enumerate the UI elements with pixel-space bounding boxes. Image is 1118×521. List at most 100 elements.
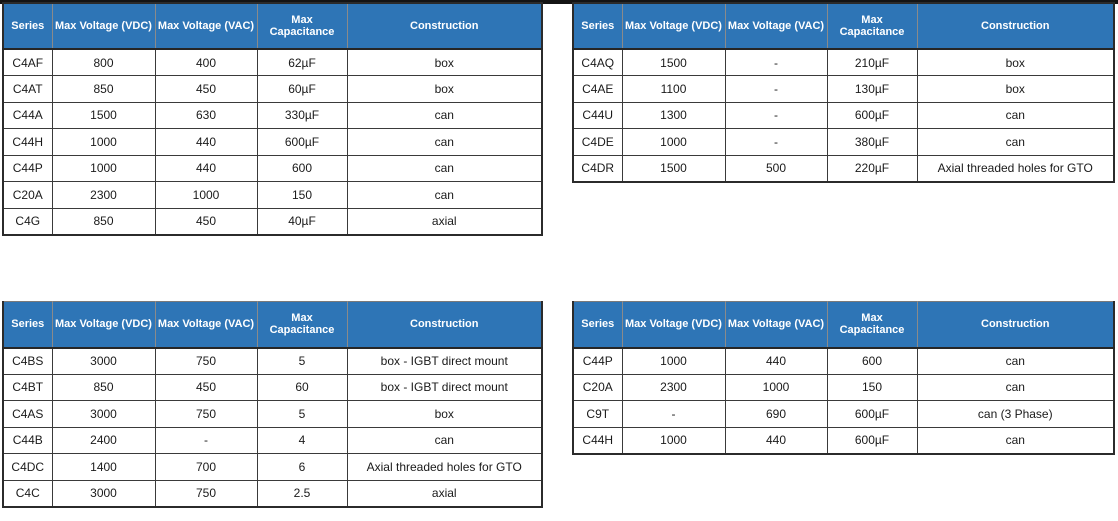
table-cell: 1300 — [621, 101, 726, 129]
table-cell: 440 — [724, 426, 828, 454]
table-row: C44P 1000 440 600 can — [572, 347, 1115, 375]
table-cell: C44H — [572, 426, 623, 454]
table-cell: axial — [346, 479, 543, 507]
column-header: Max Voltage (VAC) — [154, 301, 258, 349]
column-header: Max Capacitance — [826, 3, 918, 50]
column-header: Series — [2, 3, 53, 50]
table-cell: 440 — [724, 347, 828, 375]
table-cell: C44A — [2, 101, 53, 129]
column-header: Construction — [346, 3, 543, 50]
capacitor-table-top-right: Series Max Voltage (VDC) Max Voltage (VAC)… — [572, 2, 1115, 183]
table-row: C4AS 3000 750 5 box — [2, 400, 543, 428]
table-cell: box — [916, 48, 1115, 76]
table-cell: C4BS — [2, 347, 53, 375]
table-cell: C4C — [2, 479, 53, 507]
table-cell: C4AS — [2, 400, 53, 428]
table-cell: 2300 — [51, 181, 156, 209]
table-row: C20A 2300 1000 150 can — [572, 373, 1115, 401]
table-cell: - — [621, 400, 726, 428]
column-header: Series — [572, 3, 623, 50]
table-cell: 450 — [154, 373, 258, 401]
table-container-top-right: Series Max Voltage (VDC) Max Voltage (VAC)… — [572, 2, 1115, 183]
top-border-line — [0, 0, 1118, 4]
table-cell: 630 — [154, 101, 258, 129]
table-cell: 750 — [154, 479, 258, 507]
table-row: C44B 2400-4 can — [2, 426, 543, 454]
table-cell: 1500 — [51, 101, 156, 129]
table-cell: 130µF — [826, 75, 918, 103]
table-cell: C4DE — [572, 128, 623, 156]
table-cell: C4BT — [2, 373, 53, 401]
table-row: C44P 1000 440 600 can — [2, 154, 543, 182]
table-cell: 400 — [154, 48, 258, 76]
column-header: Construction — [346, 301, 543, 349]
table-row: C44U 1300-600µF can — [572, 101, 1115, 129]
table-row: C4DE 1000-380µF can — [572, 128, 1115, 156]
table-row: C4BT 850 450 60 box - IGBT direct mount — [2, 373, 543, 401]
table-cell: 1000 — [154, 181, 258, 209]
table-cell: 600µF — [256, 128, 348, 156]
table-cell: 2.5 — [256, 479, 348, 507]
table-cell: 750 — [154, 347, 258, 375]
table-cell: can — [916, 128, 1115, 156]
table-container-bottom-right: Series Max Voltage (VDC) Max Voltage (VAC)… — [572, 301, 1115, 455]
table-cell: C44U — [572, 101, 623, 129]
column-header: Max Voltage (VDC) — [621, 301, 726, 349]
table-row: C20A 2300 1000 150 can — [2, 181, 543, 209]
table-cell: 62µF — [256, 48, 348, 76]
table-row: C4AF 800 400 62µF box — [2, 48, 543, 76]
table-cell: can — [346, 101, 543, 129]
table-cell: can — [916, 347, 1115, 375]
capacitor-table-bottom-left: Series Max Voltage (VDC) Max Voltage (VAC)… — [2, 301, 543, 508]
table-cell: C4DC — [2, 453, 53, 481]
column-header: Max Capacitance — [826, 301, 918, 349]
table-cell: C4AQ — [572, 48, 623, 76]
table-cell: C44H — [2, 128, 53, 156]
table-cell: 850 — [51, 207, 156, 235]
table-cell: C9T — [572, 400, 623, 428]
table-cell: 2400 — [51, 426, 156, 454]
table-cell: can — [346, 426, 543, 454]
table-cell: Axial threaded holes for GTO — [346, 453, 543, 481]
table-container-bottom-left: Series Max Voltage (VDC) Max Voltage (VAC)… — [2, 301, 543, 508]
table-cell: C4AF — [2, 48, 53, 76]
column-header: Max Voltage (VAC) — [724, 3, 828, 50]
table-row: C4C 3000 750 2.5 axial — [2, 479, 543, 507]
header-row: Series Max Voltage (VDC) Max Voltage (VAC)… — [572, 3, 1115, 50]
table-cell: 1500 — [621, 154, 726, 182]
table-cell: 1000 — [51, 154, 156, 182]
table-cell: can — [916, 373, 1115, 401]
table-cell: 750 — [154, 400, 258, 428]
column-header: Series — [2, 301, 53, 349]
table-cell: 6 — [256, 453, 348, 481]
table-cell: 40µF — [256, 207, 348, 235]
table-cell: 60 — [256, 373, 348, 401]
table-cell: 1000 — [724, 373, 828, 401]
table-cell: - — [724, 101, 828, 129]
table-cell: 450 — [154, 75, 258, 103]
table-cell: C20A — [2, 181, 53, 209]
table-cell: 150 — [256, 181, 348, 209]
column-header: Max Voltage (VDC) — [51, 301, 156, 349]
table-row: C9T -690 600µF can (3 Phase) — [572, 400, 1115, 428]
capacitor-table-bottom-right: Series Max Voltage (VDC) Max Voltage (VAC)… — [572, 301, 1115, 455]
column-header: Max Voltage (VDC) — [621, 3, 726, 50]
table-cell: 440 — [154, 128, 258, 156]
table-cell: box - IGBT direct mount — [346, 347, 543, 375]
table-cell: 450 — [154, 207, 258, 235]
table-cell: 800 — [51, 48, 156, 76]
header-row: Series Max Voltage (VDC) Max Voltage (VAC)… — [2, 3, 543, 50]
table-cell: 3000 — [51, 400, 156, 428]
table-cell: 1400 — [51, 453, 156, 481]
table-cell: can — [346, 154, 543, 182]
table-cell: 5 — [256, 347, 348, 375]
table-cell: 600µF — [826, 426, 918, 454]
table-cell: box - IGBT direct mount — [346, 373, 543, 401]
table-cell: box — [346, 75, 543, 103]
table-row: C4AQ 1500-210µF box — [572, 48, 1115, 76]
table-cell: 3000 — [51, 347, 156, 375]
table-cell: 2300 — [621, 373, 726, 401]
table-cell: can (3 Phase) — [916, 400, 1115, 428]
table-cell: 220µF — [826, 154, 918, 182]
table-row: C4BS 3000 750 5 box - IGBT direct mount — [2, 347, 543, 375]
